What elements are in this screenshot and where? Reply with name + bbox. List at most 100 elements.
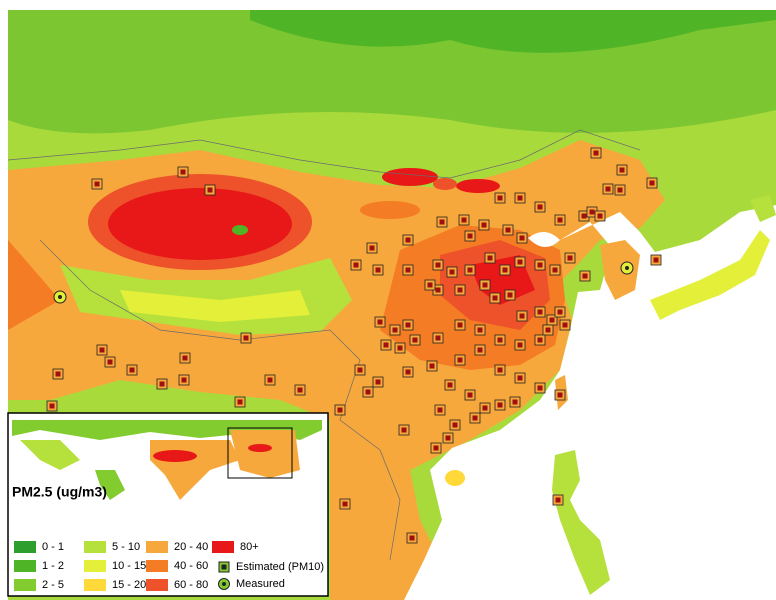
- station-marker-core: [182, 355, 188, 361]
- station-marker-core: [452, 422, 458, 428]
- legend-estimated-core: [221, 564, 227, 570]
- station-marker-core: [375, 267, 381, 273]
- station-marker-core: [552, 267, 558, 273]
- korea: [600, 240, 640, 300]
- bohai: [528, 231, 560, 248]
- oasis: [232, 225, 248, 235]
- legend-marker-label: Estimated (PM10): [236, 561, 324, 573]
- station-marker-core: [383, 342, 389, 348]
- inset-land: [95, 470, 125, 500]
- legend-swatch: [14, 560, 36, 572]
- station-marker-core: [512, 399, 518, 405]
- station-marker-core: [99, 347, 105, 353]
- station-marker-core: [412, 337, 418, 343]
- station-marker-core: [467, 392, 473, 398]
- station-marker-core: [497, 337, 503, 343]
- station-marker-core: [427, 282, 433, 288]
- station-marker-core: [502, 267, 508, 273]
- station-marker-core: [497, 195, 503, 201]
- station-marker-core: [497, 367, 503, 373]
- station-marker-core: [437, 407, 443, 413]
- station-marker-core: [405, 322, 411, 328]
- inset-land: [230, 430, 300, 478]
- station-marker-core: [467, 233, 473, 239]
- station-marker-core: [581, 213, 587, 219]
- station-marker-core: [457, 357, 463, 363]
- station-marker-core: [517, 259, 523, 265]
- legend-label: 40 - 60: [174, 560, 208, 572]
- station-marker-core: [597, 213, 603, 219]
- legend-label: 10 - 15: [112, 560, 146, 572]
- station-marker-core: [517, 342, 523, 348]
- station-marker-core: [433, 445, 439, 451]
- legend-swatch: [146, 560, 168, 572]
- station-marker-core: [55, 371, 61, 377]
- legend-label: 15 - 20: [112, 579, 146, 591]
- station-marker-core: [481, 222, 487, 228]
- station-marker-core: [353, 262, 359, 268]
- border: [379, 449, 401, 561]
- station-marker-core: [405, 267, 411, 273]
- desert-core: [108, 188, 292, 260]
- haze: [382, 168, 438, 186]
- station-marker-core: [555, 497, 561, 503]
- legend-swatch: [146, 541, 168, 553]
- legend-title: PM2.5 (ug/m3): [12, 484, 107, 500]
- station-marker-core: [477, 327, 483, 333]
- inset-haze: [153, 450, 197, 462]
- station-marker-core: [392, 327, 398, 333]
- station-marker-core: [181, 377, 187, 383]
- station-marker-core: [562, 322, 568, 328]
- station-marker-core: [461, 217, 467, 223]
- station-marker-core: [94, 181, 100, 187]
- philippines: [552, 450, 610, 595]
- inset-haze: [248, 444, 272, 452]
- legend-label: 60 - 80: [174, 579, 208, 591]
- legend-label: 80+: [240, 541, 259, 553]
- inset-frame: [227, 427, 293, 479]
- stations: [46, 147, 662, 544]
- japan: [650, 230, 770, 320]
- station-marker-core: [297, 387, 303, 393]
- station-marker-core: [472, 415, 478, 421]
- measured-marker-core: [58, 295, 62, 299]
- station-marker-core: [537, 337, 543, 343]
- station-marker-core: [507, 292, 513, 298]
- station-marker-core: [439, 219, 445, 225]
- station-marker-core: [497, 402, 503, 408]
- station-marker-core: [517, 375, 523, 381]
- station-marker-core: [457, 322, 463, 328]
- station-marker-core: [401, 427, 407, 433]
- north-china-plain: [470, 255, 535, 305]
- legend-label: 20 - 40: [174, 541, 208, 553]
- station-marker-core: [537, 309, 543, 315]
- station-marker-core: [375, 379, 381, 385]
- station-marker-core: [517, 195, 523, 201]
- station-marker-core: [435, 335, 441, 341]
- legend-swatch: [212, 541, 234, 553]
- station-marker-core: [482, 282, 488, 288]
- region: [8, 240, 60, 330]
- station-marker-core: [487, 255, 493, 261]
- station-marker-core: [449, 269, 455, 275]
- station-marker-core: [445, 435, 451, 441]
- station-marker-core: [582, 273, 588, 279]
- station-marker-core: [605, 186, 611, 192]
- station-marker-core: [617, 187, 623, 193]
- station-marker-core: [429, 363, 435, 369]
- legend-swatch: [84, 579, 106, 591]
- station-marker-core: [557, 309, 563, 315]
- station-marker-core: [619, 167, 625, 173]
- hainan: [445, 470, 465, 486]
- hokkaido: [750, 195, 776, 222]
- station-marker-core: [377, 319, 383, 325]
- station-marker-core: [537, 204, 543, 210]
- station-marker-core: [49, 403, 55, 409]
- station-marker-core: [369, 245, 375, 251]
- station-marker-core: [405, 369, 411, 375]
- station-marker-core: [457, 287, 463, 293]
- station-marker-core: [593, 150, 599, 156]
- station-marker-core: [435, 262, 441, 268]
- station-marker-core: [409, 535, 415, 541]
- legend-swatch: [14, 579, 36, 591]
